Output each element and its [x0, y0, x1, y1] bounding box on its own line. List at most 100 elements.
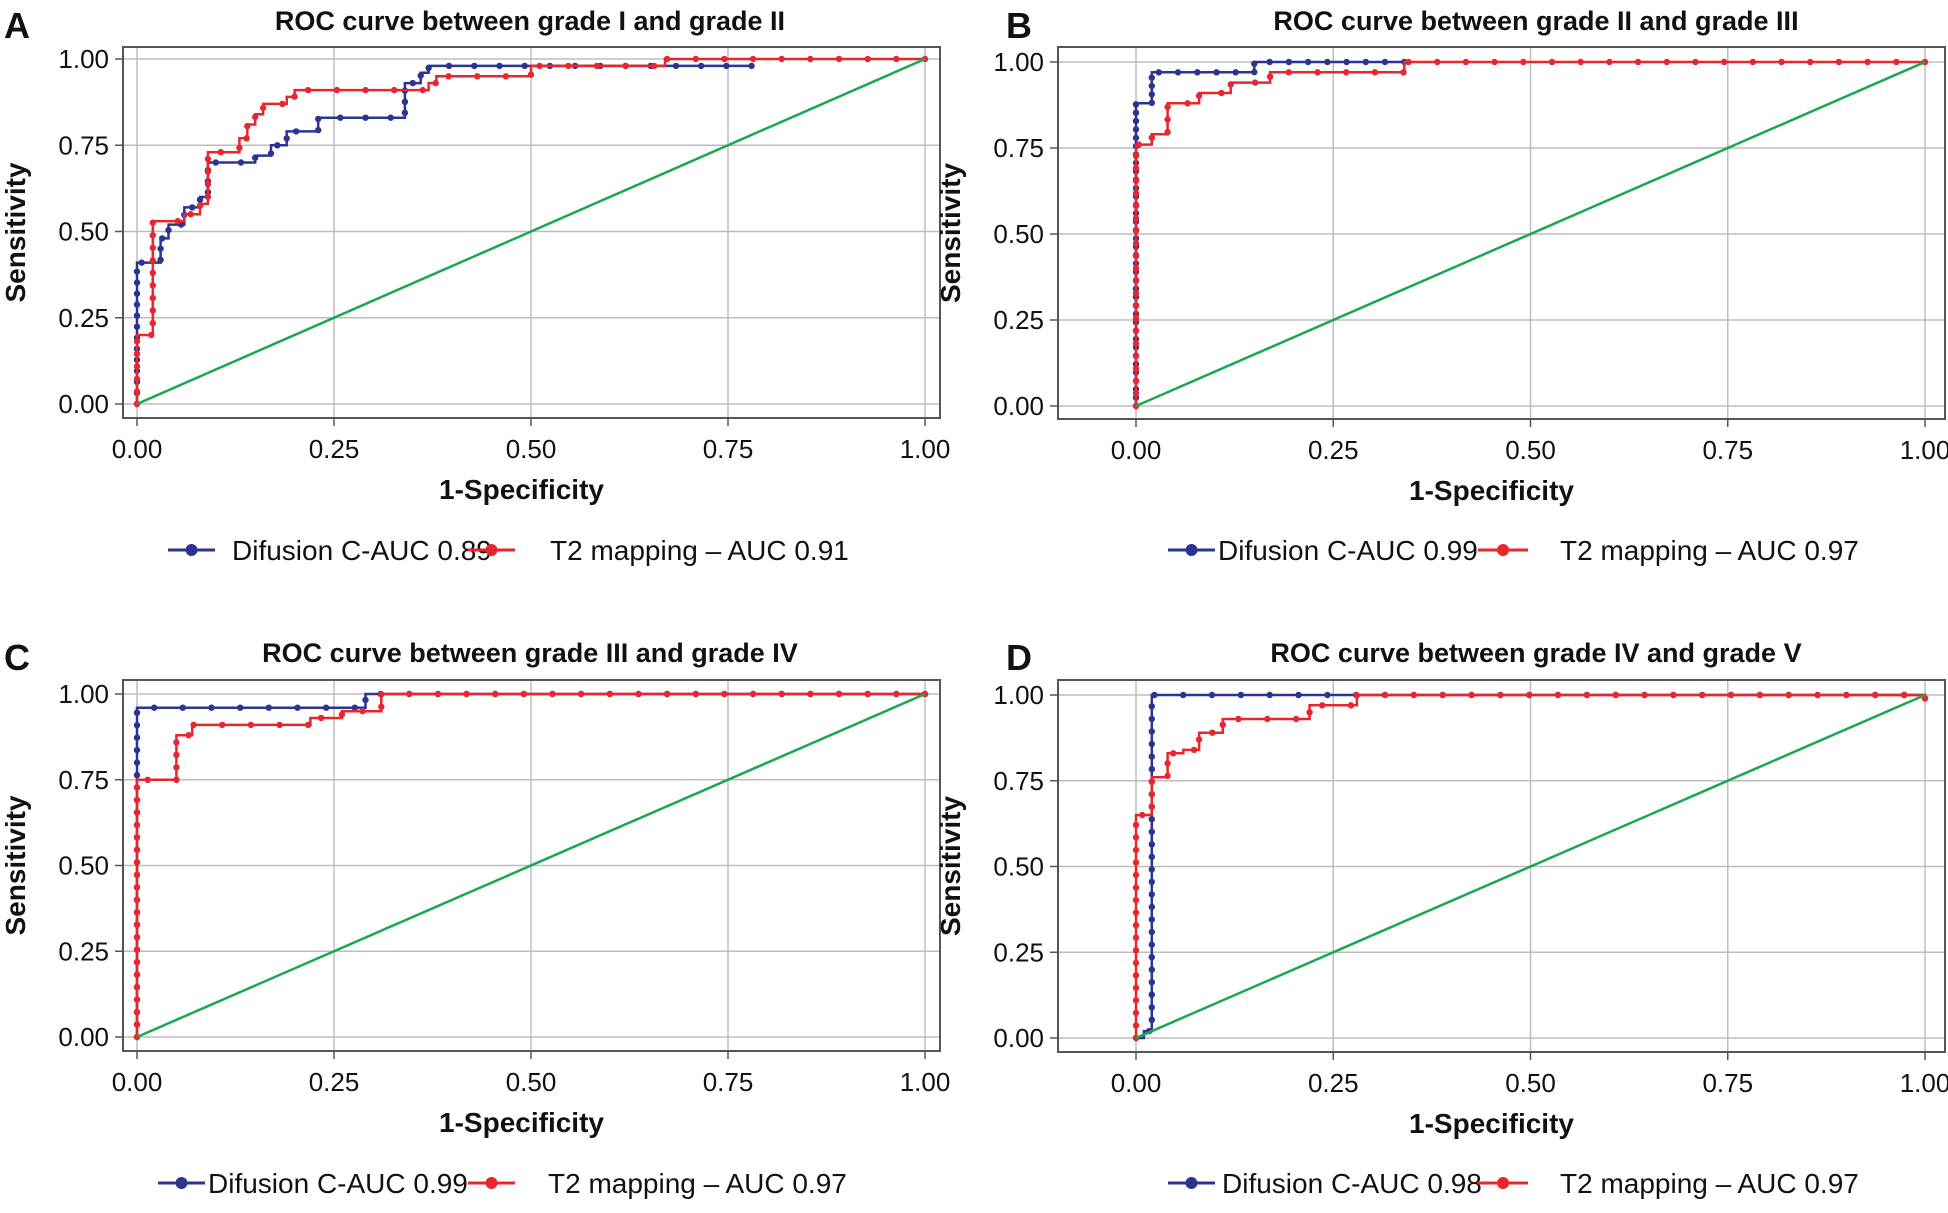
roc-point: [1670, 691, 1677, 699]
roc-point: [265, 704, 272, 711]
roc-point: [721, 55, 728, 63]
y-tick-label: 1.00: [58, 44, 109, 74]
roc-point: [173, 739, 180, 746]
roc-point: [133, 871, 141, 879]
roc-point: [244, 122, 251, 130]
roc-point: [1756, 691, 1764, 699]
plot-area: [1058, 47, 1945, 419]
roc-point: [1405, 58, 1412, 66]
roc-point: [1132, 265, 1140, 272]
roc-point: [698, 62, 705, 70]
roc-point: [190, 721, 197, 729]
roc-point: [723, 62, 730, 70]
roc-point: [496, 62, 503, 70]
roc-point: [133, 388, 141, 395]
y-tick-label: 0.50: [58, 217, 109, 247]
roc-point: [1843, 691, 1850, 699]
roc-point: [1132, 390, 1140, 397]
roc-point: [1835, 58, 1843, 66]
plot-frame: [122, 679, 941, 1052]
roc-point: [1132, 302, 1140, 310]
roc-point: [149, 257, 156, 264]
roc-point: [406, 690, 413, 698]
legend-entry: T2 mapping – AUC 0.97: [1478, 535, 1859, 566]
roc-point: [1148, 891, 1156, 898]
roc-point: [1148, 928, 1156, 936]
roc-point: [1213, 69, 1220, 76]
roc-point: [173, 776, 180, 783]
roc-point: [1778, 58, 1785, 66]
roc-point: [1266, 691, 1273, 699]
roc-point: [243, 135, 250, 142]
roc-point: [1190, 746, 1198, 754]
roc-point: [672, 62, 680, 70]
y-tick-label: 1.00: [993, 680, 1044, 710]
legend-label: T2 mapping – AUC 0.97: [1560, 1168, 1859, 1199]
roc-point: [219, 721, 226, 729]
roc-point: [1893, 58, 1900, 66]
roc-point: [1583, 691, 1591, 699]
series-t2-mapping: [1132, 691, 1929, 1042]
x-tick-label: 1.00: [900, 1067, 951, 1097]
roc-point: [149, 244, 156, 251]
roc-point: [1148, 966, 1156, 973]
roc-point: [1148, 991, 1156, 998]
roc-point: [635, 690, 642, 698]
series-t2-mapping: [1132, 58, 1929, 410]
roc-point: [1872, 691, 1879, 699]
roc-point: [1151, 691, 1158, 699]
roc-point: [133, 350, 141, 357]
roc-point: [133, 323, 141, 330]
roc-point: [149, 307, 156, 314]
panel-letter: C: [4, 637, 30, 678]
roc-point: [133, 959, 141, 966]
roc-point: [1132, 821, 1140, 829]
roc-point: [1497, 691, 1504, 699]
y-tick-label: 0.00: [993, 391, 1044, 421]
roc-point: [317, 714, 325, 722]
legend-entry: Difusion C-AUC 0.89: [168, 535, 492, 566]
roc-point: [133, 312, 141, 319]
roc-point: [149, 269, 156, 277]
roc-point: [565, 62, 572, 70]
x-tick-label: 1.00: [1900, 1068, 1948, 1098]
legend-label: Difusion C-AUC 0.98: [1222, 1168, 1482, 1199]
x-tick-label: 1.00: [900, 434, 951, 464]
reference-diagonal: [136, 692, 926, 1039]
roc-point: [151, 704, 158, 711]
y-tick-label: 0.25: [58, 936, 109, 966]
roc-point: [520, 690, 527, 698]
roc-point: [133, 338, 141, 345]
roc-point: [1727, 691, 1735, 699]
roc-point: [1148, 903, 1156, 911]
roc-point: [1362, 58, 1370, 66]
panel-letter: D: [1006, 637, 1032, 678]
roc-point: [138, 259, 145, 266]
roc-point: [204, 180, 212, 188]
roc-point: [417, 72, 424, 79]
roc-point: [204, 155, 212, 163]
roc-point: [1699, 691, 1706, 699]
roc-point: [149, 282, 156, 289]
roc-point: [1132, 327, 1140, 335]
roc-point: [133, 279, 141, 286]
roc-point: [1264, 715, 1271, 723]
y-axis-title: Sensitivity: [0, 795, 31, 935]
roc-point: [1410, 691, 1418, 699]
x-axis-title: 1-Specificity: [439, 1107, 604, 1138]
roc-point: [1132, 909, 1140, 916]
roc-point: [864, 690, 871, 698]
x-axis-title: 1-Specificity: [1409, 1108, 1574, 1139]
roc-point: [133, 896, 141, 903]
roc-point: [133, 983, 141, 991]
roc-point: [1324, 691, 1331, 699]
roc-point: [1606, 58, 1613, 66]
roc-point: [133, 709, 141, 716]
roc-point: [1634, 58, 1642, 66]
roc-point: [1251, 68, 1258, 76]
roc-point: [1749, 58, 1757, 66]
roc-point: [1148, 715, 1156, 723]
plot-frame: [1057, 679, 1946, 1053]
roc-point: [133, 290, 141, 297]
reference-line: [1135, 60, 1926, 408]
